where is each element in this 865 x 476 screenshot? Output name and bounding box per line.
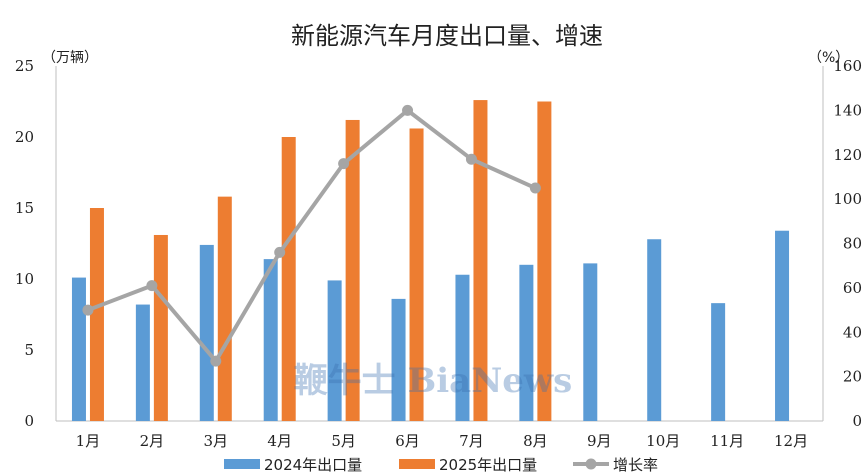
bar-2024 bbox=[711, 303, 726, 421]
left-tick-label: 10 bbox=[15, 270, 34, 288]
growth-rate-point bbox=[210, 355, 222, 367]
legend-swatch-marker bbox=[585, 458, 597, 470]
x-tick-label: 5月 bbox=[331, 432, 356, 450]
plot-area bbox=[55, 66, 824, 422]
right-tick-label: 100 bbox=[833, 190, 862, 208]
legend-swatch bbox=[224, 459, 260, 469]
growth-rate-line bbox=[87, 108, 537, 364]
x-tick-label: 8月 bbox=[523, 432, 548, 450]
bar-2024 bbox=[263, 259, 278, 421]
bar-2024 bbox=[327, 280, 342, 421]
right-tick-label: 120 bbox=[833, 146, 862, 164]
growth-rate-point bbox=[82, 304, 94, 316]
x-tick-label: 10月 bbox=[646, 432, 680, 450]
bar-2025 bbox=[409, 128, 424, 422]
bar-2024 bbox=[455, 274, 470, 421]
x-tick-label: 3月 bbox=[204, 432, 229, 450]
x-tick-label: 1月 bbox=[76, 432, 101, 450]
left-tick-label: 5 bbox=[24, 341, 34, 359]
right-tick-label: 20 bbox=[843, 368, 862, 386]
bar-2024 bbox=[135, 304, 150, 421]
watermark: 鞭牛士 BiaNews bbox=[294, 361, 573, 401]
growth-rate-point bbox=[274, 246, 286, 258]
bar-2024 bbox=[647, 239, 662, 421]
legend-label: 2024年出口量 bbox=[264, 456, 362, 474]
bar-2025 bbox=[281, 137, 296, 421]
bar-2025 bbox=[345, 119, 360, 422]
right-tick-label: 40 bbox=[843, 323, 862, 341]
x-tick-label: 9月 bbox=[587, 432, 612, 450]
right-tick-label: 0 bbox=[852, 412, 862, 430]
bar-2025 bbox=[537, 101, 552, 421]
chart-title: 新能源汽车月度出口量、增速 bbox=[291, 22, 603, 50]
left-tick-label: 20 bbox=[15, 128, 34, 146]
right-axis-unit: （%） bbox=[808, 50, 849, 66]
growth-rate-point bbox=[402, 104, 414, 116]
legend-swatch bbox=[399, 459, 435, 469]
growth-rate-point bbox=[529, 182, 541, 194]
left-axis-ticks: 0 5 10 15 20 25 bbox=[15, 57, 34, 430]
right-tick-label: 80 bbox=[843, 235, 862, 253]
legend-label: 增长率 bbox=[613, 456, 658, 474]
x-tick-label: 11月 bbox=[710, 432, 744, 450]
growth-rate-point bbox=[146, 280, 158, 292]
right-tick-label: 160 bbox=[833, 57, 862, 75]
x-tick-label: 7月 bbox=[459, 432, 484, 450]
legend-label: 2025年出口量 bbox=[439, 456, 537, 474]
bar-2024 bbox=[583, 263, 598, 421]
bar-2024 bbox=[775, 230, 790, 421]
right-tick-label: 60 bbox=[843, 279, 862, 297]
bar-2025 bbox=[153, 234, 168, 421]
x-tick-label: 4月 bbox=[267, 432, 292, 450]
bar-2025 bbox=[89, 208, 104, 421]
x-tick-label: 12月 bbox=[774, 432, 808, 450]
bar-2024 bbox=[71, 277, 86, 421]
left-axis-unit: （万辆） bbox=[42, 50, 98, 66]
bar-2025 bbox=[217, 196, 232, 421]
bar-2025 bbox=[473, 100, 488, 421]
left-tick-label: 15 bbox=[15, 199, 34, 217]
bar-2024 bbox=[391, 298, 406, 421]
growth-rate-point bbox=[338, 158, 350, 170]
bar-2024 bbox=[199, 244, 214, 421]
legend: 2024年出口量 2025年出口量 增长率 bbox=[224, 456, 658, 474]
left-tick-label: 0 bbox=[24, 412, 34, 430]
left-tick-label: 25 bbox=[15, 57, 34, 75]
x-tick-label: 6月 bbox=[395, 432, 420, 450]
right-axis-ticks: 0 20 40 60 80 100 120 140 160 bbox=[833, 57, 862, 430]
growth-rate-point bbox=[465, 153, 477, 165]
bar-2024 bbox=[519, 264, 534, 421]
right-tick-label: 140 bbox=[833, 101, 862, 119]
x-tick-label: 2月 bbox=[140, 432, 165, 450]
x-axis-ticks: 1月 2月 3月 4月 5月 6月 7月 8月 9月 10月 11月 12月 bbox=[76, 432, 808, 450]
